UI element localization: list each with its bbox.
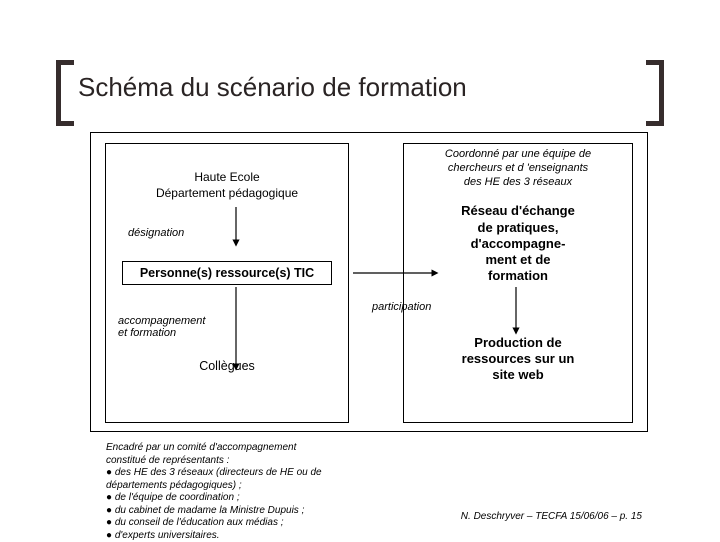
reseau-l3: d'accompagne- [471,236,566,251]
haute-ecole-line1: Haute Ecole [194,170,259,184]
slide-credit: N. Deschryver – TECFA 15/06/06 – p. 15 [461,511,642,522]
personne-ressource-box: Personne(s) ressource(s) TIC [122,261,332,285]
footer-text: Encadré par un comité d'accompagnement c… [106,442,376,542]
production-box: Production de ressources sur un site web [433,335,603,384]
haute-ecole-line2: Département pédagogique [156,186,298,200]
footer-bullet-1b: départements pédagogiques) ; [106,480,376,493]
diagram-container: Haute Ecole Département pédagogique dési… [90,132,648,432]
title-bracket-left [56,60,74,126]
prod-l3: site web [492,367,543,382]
collegues-label: Collègues [106,359,348,373]
coord-text: Coordonné par une équipe de chercheurs e… [404,148,632,189]
coord-l2: chercheurs et d 'enseignants [448,162,588,174]
footer-bullet-4: ● du conseil de l'éducation aux médias ; [106,517,376,530]
reseau-l5: formation [488,268,548,283]
accomp-line2: et formation [118,327,176,339]
reseau-box: Réseau d'échange de pratiques, d'accompa… [443,203,593,284]
reseau-l1: Réseau d'échange [461,203,575,218]
reseau-l4: ment et de [485,252,550,267]
footer-l1: Encadré par un comité d'accompagnement [106,442,376,455]
footer-l2: constitué de représentants : [106,455,376,468]
footer-bullet-1: ● des HE des 3 réseaux (directeurs de HE… [106,467,376,480]
coord-l1: Coordonné par une équipe de [445,148,591,160]
reseau-l2: de pratiques, [478,220,559,235]
slide: Schéma du scénario de formation Haute Ec… [0,0,720,540]
footer-bullet-3: ● du cabinet de madame la Ministre Dupui… [106,505,376,518]
arrow-participation [351,267,441,303]
slide-title: Schéma du scénario de formation [78,72,467,103]
arrow-designation [229,205,243,249]
footer-bullet-2: ● de l'équipe de coordination ; [106,492,376,505]
haute-ecole-label: Haute Ecole Département pédagogique [106,170,348,201]
coord-l3: des HE des 3 réseaux [464,176,572,188]
arrow-reseau-production [509,285,523,337]
title-bracket-right [646,60,664,126]
haute-ecole-panel: Haute Ecole Département pédagogique dési… [105,143,349,423]
arrow-accompagnement [229,285,243,373]
accomp-line1: accompagnement [118,315,205,327]
footer-bullet-5: ● d'experts universitaires. [106,530,376,542]
prod-l2: ressources sur un [462,351,575,366]
